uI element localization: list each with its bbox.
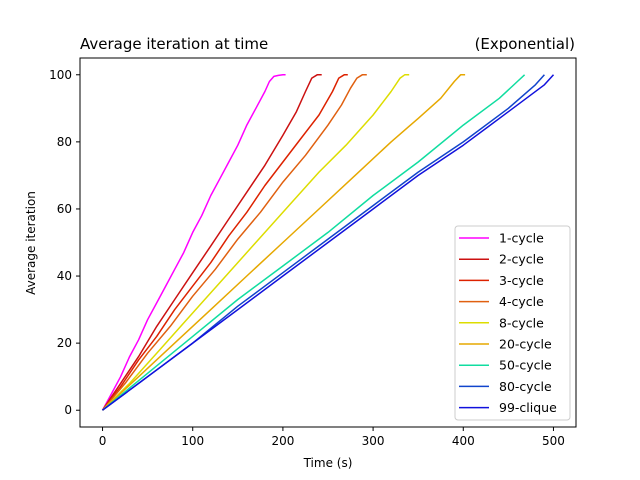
y-tick-label: 80 xyxy=(57,135,72,149)
legend-label-50-cycle: 50-cycle xyxy=(499,358,552,373)
x-tick-label: 0 xyxy=(99,434,107,448)
x-tick-label: 300 xyxy=(362,434,385,448)
x-tick-label: 400 xyxy=(452,434,475,448)
x-tick-label: 100 xyxy=(181,434,204,448)
y-tick-label: 20 xyxy=(57,336,72,350)
series-line-4-cycle xyxy=(101,74,367,411)
chart-subtitle: (Exponential) xyxy=(475,35,575,53)
legend-label-4-cycle: 4-cycle xyxy=(499,294,544,309)
x-axis-label: Time (s) xyxy=(303,456,353,470)
series-line-2-cycle xyxy=(101,74,322,411)
y-tick-label: 40 xyxy=(57,269,72,283)
y-tick-label: 60 xyxy=(57,202,72,216)
plot-lines xyxy=(101,74,555,411)
legend-box xyxy=(454,225,571,421)
series-line-3-cycle xyxy=(101,74,348,411)
series-line-99-clique xyxy=(102,74,555,411)
legend-label-3-cycle: 3-cycle xyxy=(499,273,544,288)
chart-title: Average iteration at time xyxy=(80,35,268,53)
x-axis-ticks: 0 100 200 300 400 500 xyxy=(99,427,565,448)
y-axis-label: Average iteration xyxy=(24,191,38,295)
series-line-50-cycle xyxy=(102,74,526,411)
plot-frame xyxy=(79,57,577,428)
legend-label-80-cycle: 80-cycle xyxy=(499,379,552,394)
series-line-20-cycle xyxy=(101,74,466,411)
legend-label-99-clique: 99-clique xyxy=(499,400,557,415)
legend-label-2-cycle: 2-cycle xyxy=(499,252,544,267)
legend-label-1-cycle: 1-cycle xyxy=(499,231,544,246)
x-tick-label: 500 xyxy=(542,434,565,448)
series-line-8-cycle xyxy=(101,74,410,411)
x-tick-label: 200 xyxy=(271,434,294,448)
legend-label-20-cycle: 20-cycle xyxy=(499,337,552,352)
y-tick-label: 0 xyxy=(64,403,72,417)
y-tick-label: 100 xyxy=(49,68,72,82)
legend: 1-cycle 2-cycle 3-cycle 4-cycle 8-cycle 20-cy… xyxy=(454,225,571,421)
y-axis-ticks: 0 20 40 60 80 100 xyxy=(49,68,80,417)
legend-label-8-cycle: 8-cycle xyxy=(499,315,544,330)
series-line-1-cycle xyxy=(101,74,286,411)
